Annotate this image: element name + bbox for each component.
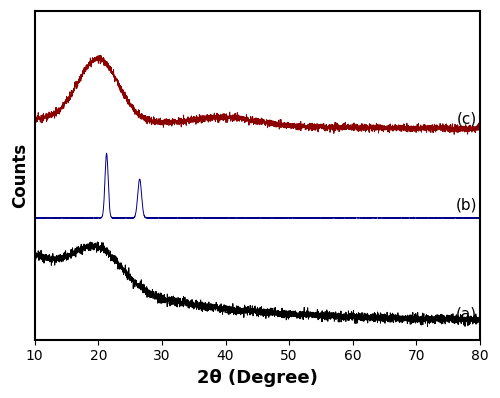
Y-axis label: Counts: Counts	[11, 143, 29, 208]
Text: (a): (a)	[456, 307, 477, 322]
Text: (b): (b)	[456, 197, 477, 213]
Text: (c): (c)	[456, 111, 477, 127]
X-axis label: 2θ (Degree): 2θ (Degree)	[197, 369, 318, 387]
